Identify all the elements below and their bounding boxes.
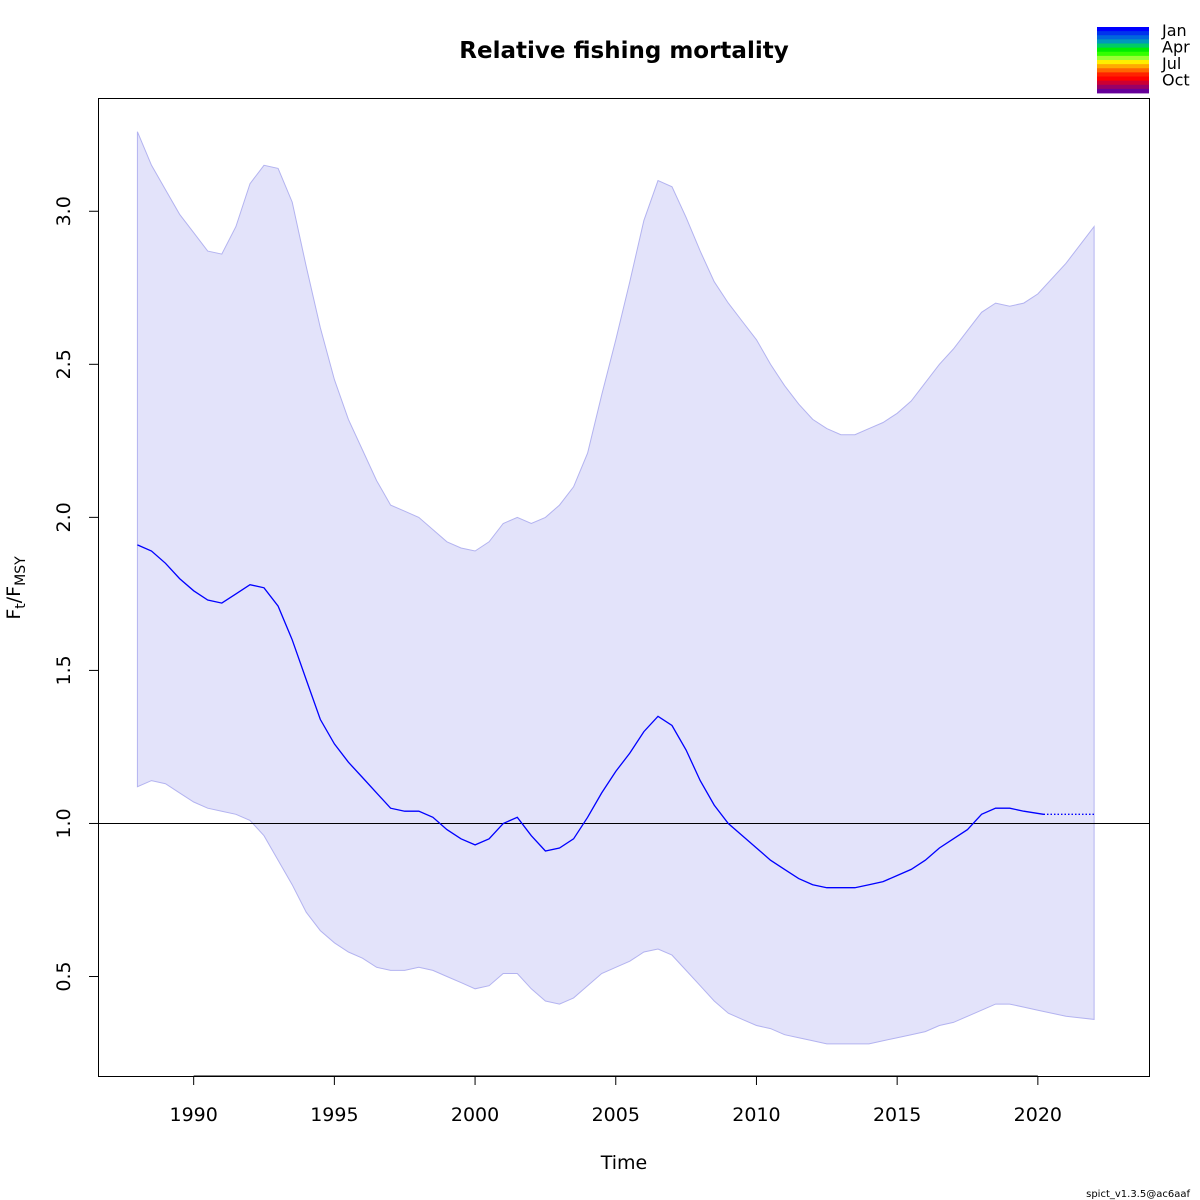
legend-swatch: [1097, 76, 1149, 82]
y-tick-label: 1.5: [53, 655, 75, 685]
y-tick-label: 0.5: [53, 961, 75, 991]
legend-swatch: [1097, 51, 1149, 57]
version-footer: spict_v1.3.5@ac6aaf: [1086, 1189, 1190, 1200]
legend-label: Jan: [1161, 21, 1187, 40]
legend-swatch: [1097, 80, 1149, 86]
legend-swatch: [1097, 64, 1149, 69]
confidence-band: [136, 131, 1095, 1045]
legend-label: Apr: [1162, 38, 1190, 57]
y-tick-label: 3.0: [53, 196, 75, 226]
legend-swatch: [1097, 60, 1149, 65]
x-tick-label: 2010: [732, 1104, 780, 1126]
x-tick-label: 1990: [169, 1104, 217, 1126]
legend-swatch: [1097, 27, 1149, 32]
y-tick-label: 1.0: [53, 808, 75, 838]
legend-swatch: [1097, 43, 1149, 49]
legend-label: Oct: [1162, 71, 1190, 90]
x-tick-label: 1995: [310, 1104, 358, 1126]
y-axis-label-separator: /F: [3, 586, 25, 603]
chart-title: Relative fishing mortality: [459, 38, 788, 64]
y-axis-label-sub-t: t: [13, 603, 29, 609]
x-axis-label: Time: [600, 1152, 648, 1174]
legend-swatch: [1097, 35, 1149, 40]
x-tick-label: 2020: [1014, 1104, 1062, 1126]
estimate-line: [137, 544, 1044, 889]
legend-swatch: [1097, 39, 1149, 44]
confidence-band-layer: [136, 131, 1095, 1045]
legend-swatch: [1097, 31, 1149, 36]
y-axis-label-sub-msy: MSY: [13, 556, 29, 586]
legend-swatch: [1097, 47, 1149, 53]
series-layer: [137, 544, 1095, 889]
x-axis: 1990 1995 2000 2005 2010 2015 2020: [169, 1075, 1062, 1126]
y-axis-label: Ft/FMSY: [3, 556, 29, 620]
legend-swatch: [1097, 88, 1149, 94]
x-tick-label: 2005: [592, 1104, 640, 1126]
x-tick-label: 2015: [873, 1104, 921, 1126]
legend-swatch: [1097, 84, 1149, 90]
y-axis-label-main: F: [3, 609, 25, 620]
y-tick-label: 2.0: [53, 502, 75, 532]
legend-label: Jul: [1161, 54, 1181, 73]
x-tick-label: 2000: [451, 1104, 499, 1126]
legend-swatch: [1097, 72, 1149, 77]
legend-swatch: [1097, 55, 1149, 61]
y-axis: 0.5 1.0 1.5 2.0 2.5 3.0: [53, 196, 98, 992]
legend-swatch: [1097, 68, 1149, 73]
y-tick-label: 2.5: [53, 349, 75, 379]
